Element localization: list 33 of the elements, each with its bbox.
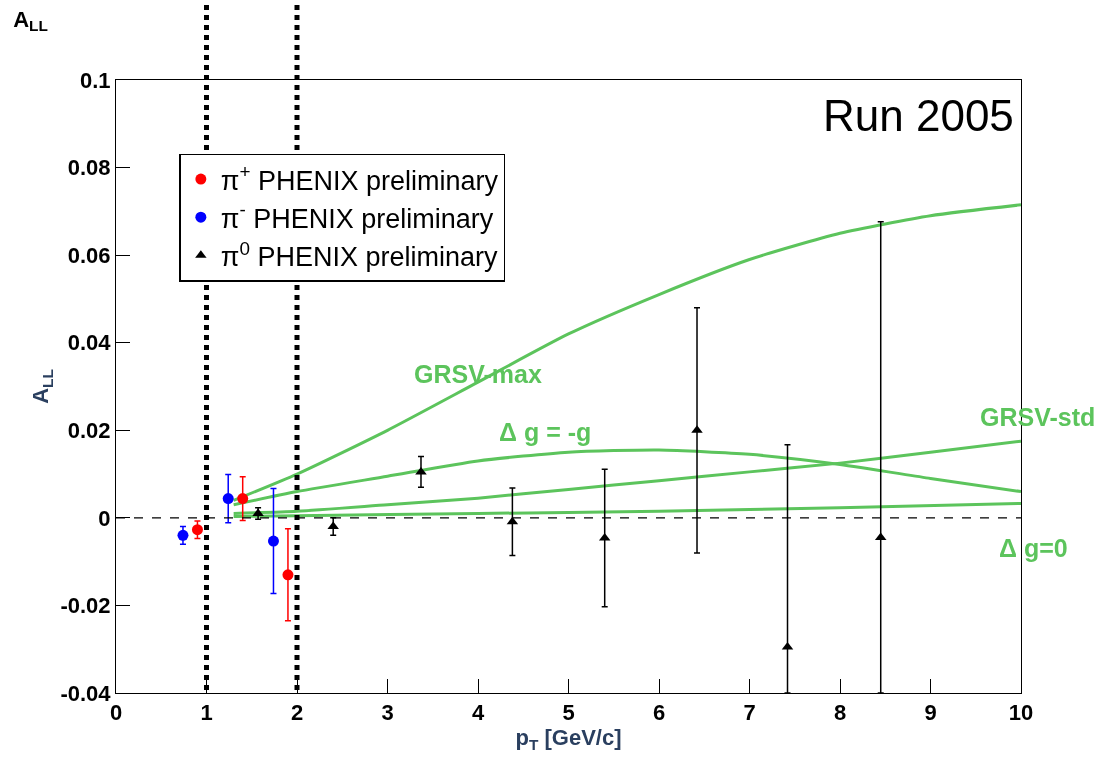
- point: [222, 493, 234, 505]
- y-tick-label: 0.06: [67, 242, 111, 268]
- point: [191, 524, 203, 536]
- point: [282, 569, 294, 581]
- x-tick-label: 4: [471, 700, 485, 726]
- annotation: Run 2005: [823, 91, 1014, 140]
- y-tick-label: 0.1: [80, 67, 111, 93]
- y-tick-label: -0.02: [60, 593, 111, 619]
- y-axis-title: A$_{LL}$: [13, 6, 48, 35]
- x-tick-label: 8: [833, 700, 847, 726]
- x-tick-label: 10: [1008, 700, 1034, 726]
- x-axis-title: p$_{T}$ [GeV/c]: [515, 725, 622, 754]
- legend-label: π$^{+}$ PHENIX preliminary: [220, 161, 499, 196]
- point: [327, 521, 339, 530]
- y-tick-label: -0.04: [60, 680, 112, 706]
- annotation: Δ g=0: [999, 534, 1068, 562]
- x-tick-label: 6: [652, 700, 666, 726]
- y-tick-label: 0.02: [67, 417, 111, 443]
- point: [267, 535, 279, 547]
- y-tick-label: 0.08: [67, 155, 111, 181]
- x-tick-label: 1: [200, 700, 213, 726]
- x-tick-label: 3: [381, 700, 394, 726]
- legend-label: π$^{-}$ PHENIX preliminary: [220, 199, 494, 234]
- x-tick-label: 7: [743, 700, 756, 726]
- point: [177, 529, 189, 541]
- legend-label: π$^{0}$ PHENIX preliminary: [220, 237, 499, 272]
- y-tick-label: 0.04: [67, 330, 112, 356]
- x-tick-label: 9: [924, 700, 937, 726]
- x-tick-label: 2: [290, 700, 304, 726]
- point: [237, 493, 249, 505]
- annotation: Δ g = -g: [499, 418, 592, 446]
- y-tick-label: 0: [98, 505, 111, 531]
- x-tick-label: 5: [562, 700, 575, 726]
